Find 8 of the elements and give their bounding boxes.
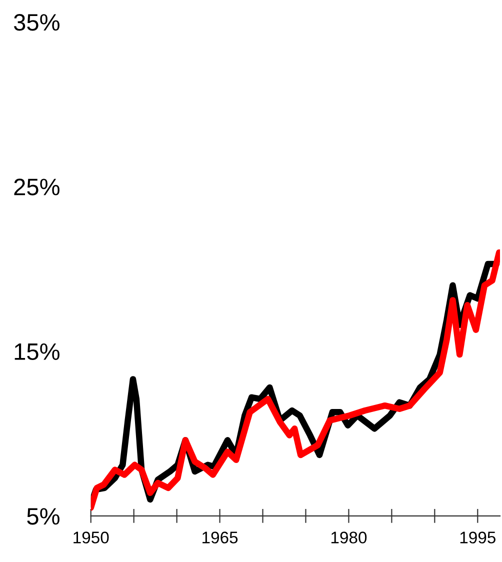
y-tick-label: 25% — [14, 178, 60, 196]
y-tick-label: 15% — [14, 343, 60, 360]
x-tick-label: 1965 — [202, 532, 238, 544]
x-tick-label: 1995 — [460, 532, 496, 544]
x-tick-label: 1980 — [331, 532, 367, 544]
y-tick-label: 5% — [27, 508, 60, 525]
x-tick-label: 1950 — [74, 532, 109, 544]
y-tick-label: 35% — [14, 14, 60, 31]
